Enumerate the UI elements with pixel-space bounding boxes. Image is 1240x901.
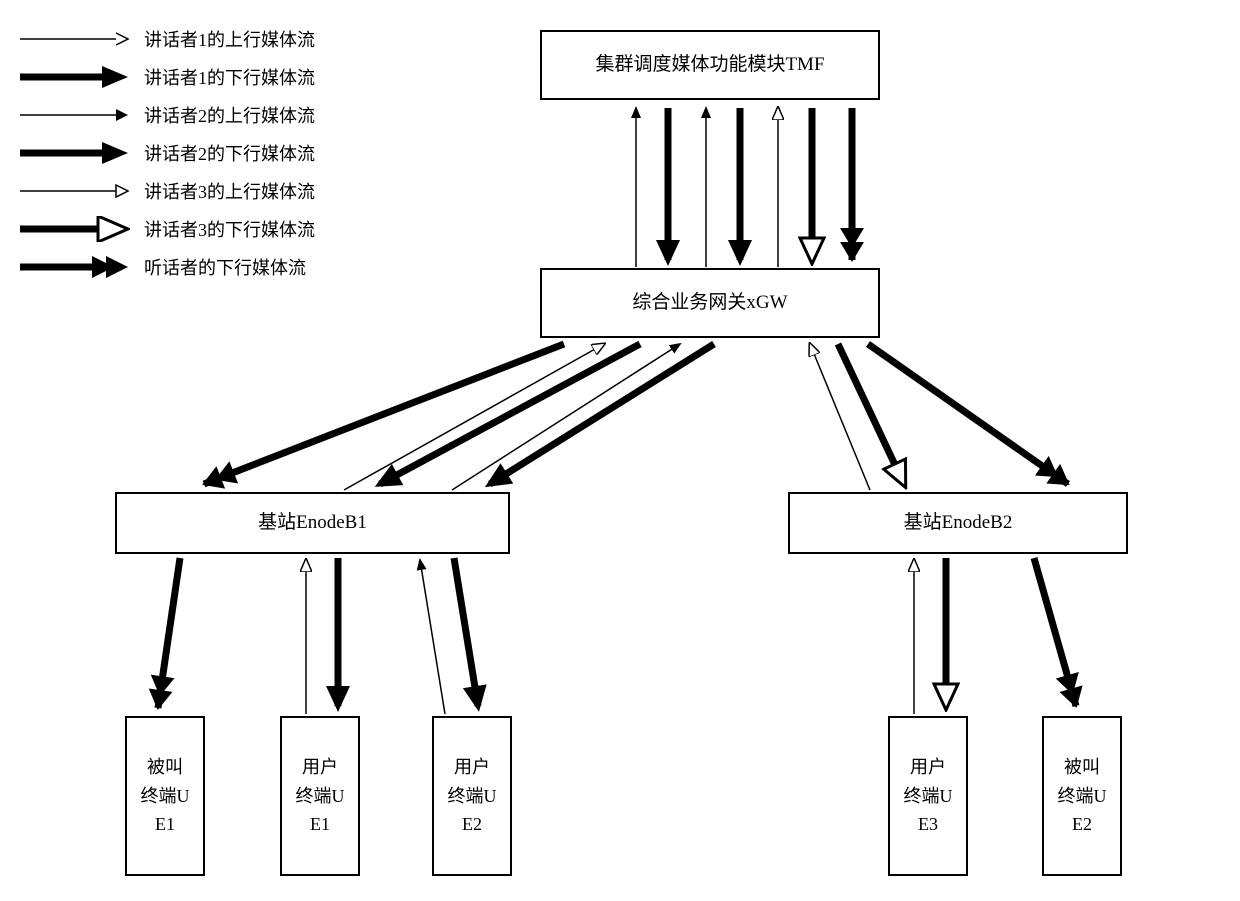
xgw-box: 综合业务网关xGW — [540, 268, 880, 338]
legend: 讲话者1的上行媒体流 讲话者1的下行媒体流 讲话者2的上行媒体流 讲话者2的下行… — [20, 20, 315, 286]
legend-arrow-2 — [20, 64, 130, 90]
legend-arrow-6 — [20, 216, 130, 242]
legend-arrow-5 — [20, 178, 130, 204]
legend-row-5: 讲话者3的上行媒体流 — [20, 172, 315, 210]
legend-label-7: 听话者的下行媒体流 — [144, 254, 306, 280]
legend-label-2: 讲话者1的下行媒体流 — [144, 64, 315, 90]
legend-row-2: 讲话者1的下行媒体流 — [20, 58, 315, 96]
legend-label-4: 讲话者2的下行媒体流 — [144, 140, 315, 166]
legend-label-6: 讲话者3的下行媒体流 — [144, 216, 315, 242]
legend-label-5: 讲话者3的上行媒体流 — [144, 178, 315, 204]
legend-row-7: 听话者的下行媒体流 — [20, 248, 315, 286]
ue1-box: 用户终端UE1 — [280, 716, 360, 876]
called1-box: 被叫终端UE1 — [125, 716, 205, 876]
legend-row-1: 讲话者1的上行媒体流 — [20, 20, 315, 58]
enb2-box: 基站EnodeB2 — [788, 492, 1128, 554]
ue2-box: 用户终端UE2 — [432, 716, 512, 876]
legend-arrow-3 — [20, 102, 130, 128]
legend-row-6: 讲话者3的下行媒体流 — [20, 210, 315, 248]
legend-label-1: 讲话者1的上行媒体流 — [144, 26, 315, 52]
legend-arrow-1 — [20, 26, 130, 52]
legend-arrow-7 — [20, 254, 130, 280]
ue3-box: 用户终端UE3 — [888, 716, 968, 876]
legend-row-4: 讲话者2的下行媒体流 — [20, 134, 315, 172]
enb1-box: 基站EnodeB1 — [115, 492, 510, 554]
tmf-box: 集群调度媒体功能模块TMF — [540, 30, 880, 100]
legend-arrow-4 — [20, 140, 130, 166]
legend-row-3: 讲话者2的上行媒体流 — [20, 96, 315, 134]
called2-box: 被叫终端UE2 — [1042, 716, 1122, 876]
legend-label-3: 讲话者2的上行媒体流 — [144, 102, 315, 128]
